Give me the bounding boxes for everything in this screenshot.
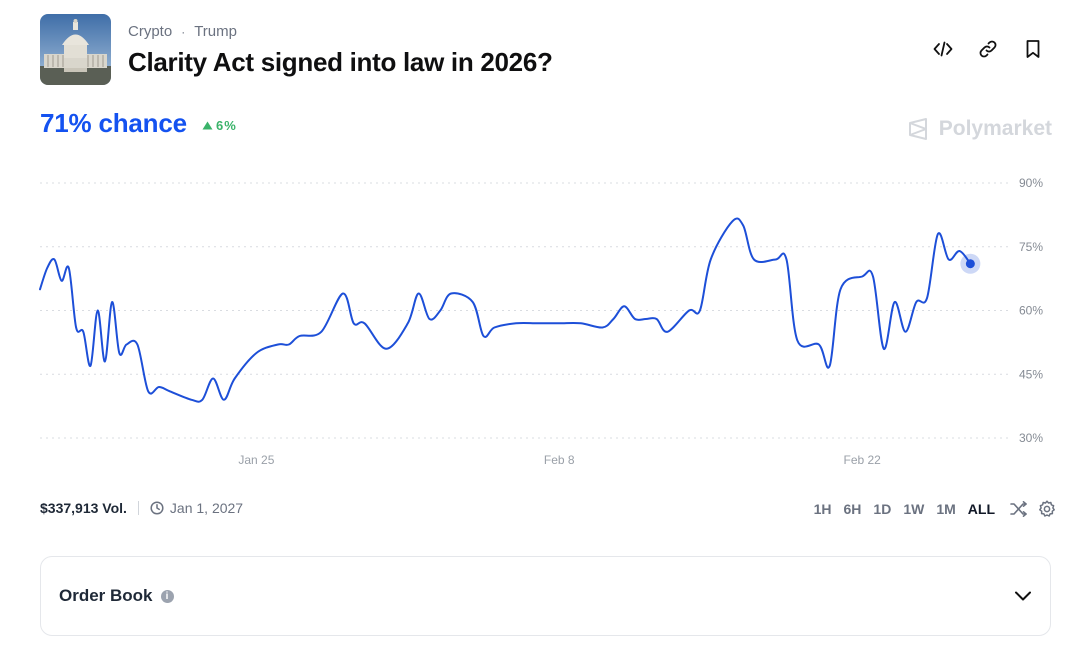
polymarket-logo-icon <box>908 118 927 140</box>
market-image <box>40 14 111 85</box>
y-tick-label: 60% <box>1019 304 1043 318</box>
breadcrumb-trump[interactable]: Trump <box>194 23 237 40</box>
volume-text: $337,913 Vol. <box>40 500 127 516</box>
order-book-title: Order Book <box>59 586 153 605</box>
settings-gear-icon[interactable] <box>1038 500 1056 518</box>
y-tick-label: 90% <box>1019 176 1043 190</box>
breadcrumb-crypto[interactable]: Crypto <box>128 23 173 40</box>
link-icon[interactable] <box>977 36 999 62</box>
stats-divider <box>137 501 139 515</box>
info-icon[interactable]: i <box>160 589 174 603</box>
embed-icon[interactable] <box>932 36 954 62</box>
range-1m[interactable]: 1M <box>936 501 956 517</box>
range-1d[interactable]: 1D <box>873 501 892 517</box>
range-1w[interactable]: 1W <box>903 501 925 517</box>
x-tick-label: Feb 22 <box>844 453 882 467</box>
price-change-value: 6% <box>216 118 237 133</box>
triangle-up-icon <box>202 121 213 130</box>
time-range-selector: 1H 6H 1D 1W 1M ALL <box>807 497 1056 521</box>
y-tick-label: 45% <box>1019 367 1043 381</box>
market-title: Clarity Act signed into law in 2026? <box>128 47 553 77</box>
range-all[interactable]: ALL <box>967 501 995 517</box>
x-tick-label: Jan 25 <box>238 453 274 467</box>
chance-value: 71% chance <box>40 108 187 138</box>
y-tick-label: 30% <box>1019 431 1043 445</box>
header-actions <box>932 36 1044 62</box>
chevron-down-icon[interactable] <box>1014 590 1032 602</box>
price-change: 6% <box>202 118 237 133</box>
price-chart[interactable]: 90% 75% 60% 45% 30% Jan 25 Feb 8 Feb 22 <box>0 165 1080 475</box>
clock-icon <box>150 501 164 515</box>
current-point-marker <box>965 259 975 269</box>
x-tick-label: Feb 8 <box>544 453 575 467</box>
breadcrumb-separator: · <box>181 24 186 39</box>
order-book-panel[interactable]: Order Book i <box>40 556 1051 636</box>
shuffle-icon[interactable] <box>1010 501 1028 517</box>
range-6h[interactable]: 6H <box>843 501 862 517</box>
brand-name: Polymarket <box>938 117 1052 140</box>
y-tick-label: 75% <box>1019 240 1043 254</box>
end-date-text: Jan 1, 2027 <box>169 500 244 516</box>
breadcrumb: Crypto · Trump <box>128 23 237 40</box>
range-1h[interactable]: 1H <box>813 501 832 517</box>
bookmark-icon[interactable] <box>1022 36 1044 62</box>
market-stats: $337,913 Vol. Jan 1, 2027 <box>40 500 243 516</box>
chart-series-line <box>39 217 972 403</box>
end-date: Jan 1, 2027 <box>150 500 243 516</box>
polymarket-logo: Polymarket <box>907 117 1052 141</box>
